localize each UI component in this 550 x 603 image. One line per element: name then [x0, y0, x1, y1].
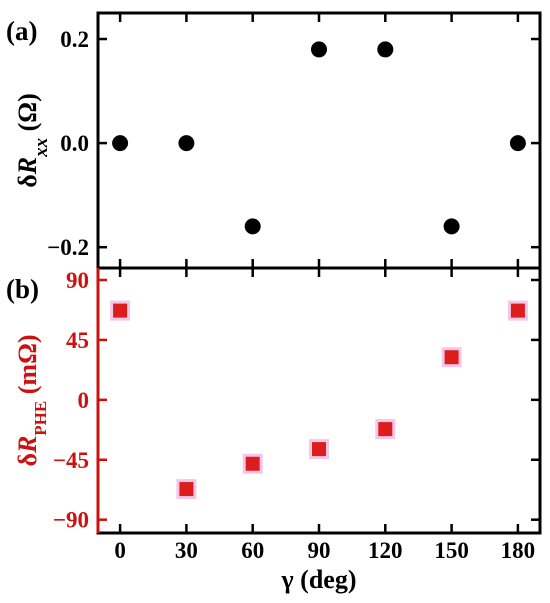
panel-a-points — [112, 41, 526, 235]
panel-b-y-axis-label-main: R — [13, 436, 42, 454]
data-point — [245, 456, 260, 471]
data-point — [443, 218, 460, 235]
x-tick-label: 0 — [114, 538, 126, 563]
x-tick-label: 120 — [368, 538, 403, 563]
data-point — [112, 135, 129, 152]
panel-b-points — [110, 300, 528, 500]
y-tick-label: 0 — [78, 388, 90, 413]
data-point — [311, 41, 327, 58]
data-point — [113, 303, 128, 318]
panel-b-frame — [96, 266, 542, 535]
y-tick-label: −0.2 — [47, 235, 89, 260]
panel-a-y-axis-label: δRxx (Ω) — [13, 93, 52, 187]
data-point — [510, 303, 525, 318]
panel-a-y-axis-label-sub: xx — [31, 137, 52, 158]
data-point — [377, 41, 394, 58]
x-axis-ticks: 0 30 60 90 120 150 180 — [114, 538, 535, 563]
panel-b: 90 45 0 −45 −90 (b) δRPHE (mΩ) — [6, 266, 542, 535]
data-point — [244, 218, 261, 235]
panel-a-y-axis-label-unit: (Ω) — [13, 93, 42, 138]
panel-b-y-axis-label-symbol: δ — [13, 453, 42, 467]
panel-a-y-axis-label-symbol: δ — [13, 174, 42, 188]
data-point — [444, 350, 459, 365]
y-tick-label: 90 — [66, 268, 89, 293]
data-point — [312, 442, 326, 457]
panel-b-y-axis-label-sub: PHE — [31, 401, 50, 436]
panel-a-label: (a) — [6, 16, 37, 46]
data-point — [179, 482, 194, 497]
y-tick-label: 0.2 — [60, 27, 89, 52]
x-tick-label: 180 — [501, 538, 536, 563]
x-axis-label: γ (deg) — [281, 565, 357, 594]
y-tick-label: −90 — [53, 508, 89, 533]
y-tick-label: −45 — [53, 448, 89, 473]
panel-b-y-axis-label-unit: (mΩ) — [13, 334, 42, 400]
panel-a-y-ticks: 0.2 0.0 −0.2 — [47, 13, 540, 268]
panel-a-y-axis-label-main: R — [13, 157, 42, 175]
y-tick-label: 45 — [66, 328, 89, 353]
data-point — [509, 135, 526, 152]
x-tick-label: 90 — [308, 538, 331, 563]
x-tick-label: 150 — [434, 538, 469, 563]
data-point — [378, 422, 393, 437]
x-tick-label: 30 — [175, 538, 198, 563]
data-point — [178, 135, 195, 152]
panel-a: 0.2 0.0 −0.2 (a) δRxx (Ω) — [6, 11, 542, 270]
y-tick-label: 0.0 — [60, 131, 89, 156]
x-tick-label: 60 — [241, 538, 264, 563]
panel-b-y-ticks: 90 45 0 −45 −90 — [53, 268, 540, 533]
panel-b-y-axis-label: δRPHE (mΩ) — [13, 334, 50, 466]
panel-b-label: (b) — [6, 274, 39, 304]
